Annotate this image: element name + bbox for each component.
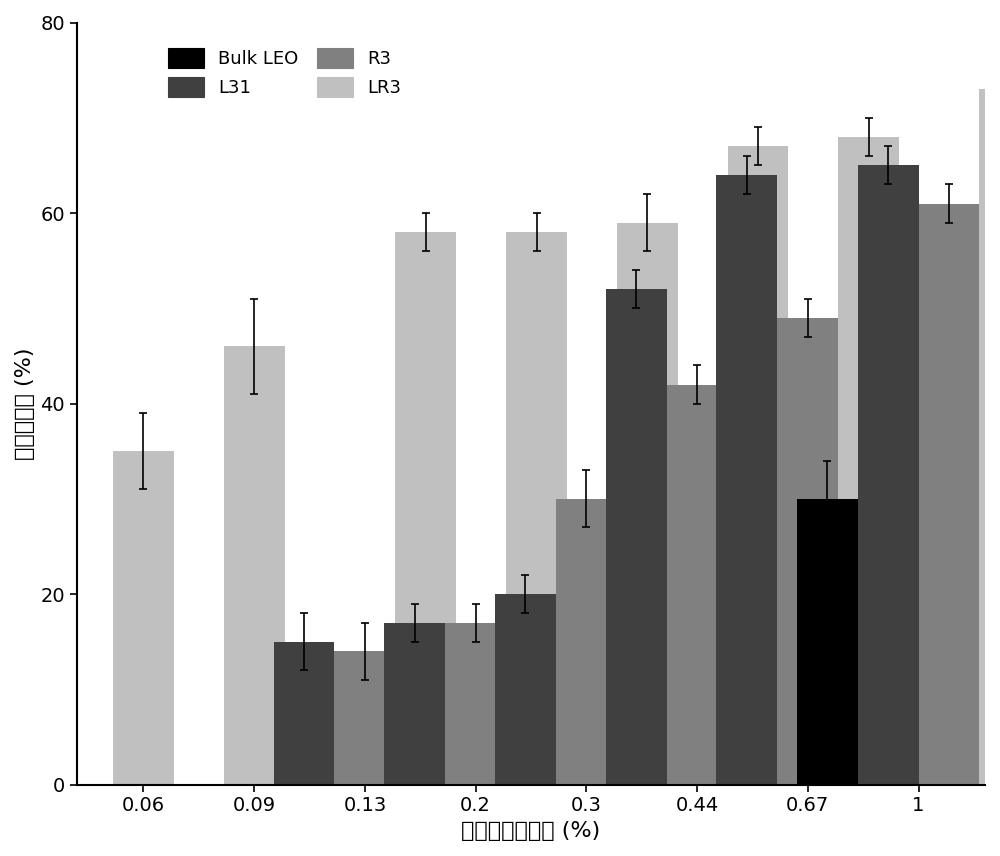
Bar <box>274 642 334 785</box>
Legend: Bulk LEO, L31, R3, LR3: Bulk LEO, L31, R3, LR3 <box>159 39 410 106</box>
Bar <box>395 232 456 785</box>
Bar <box>113 451 174 785</box>
Bar <box>797 499 858 785</box>
Bar <box>224 347 285 785</box>
Bar <box>728 146 788 785</box>
Bar <box>445 622 506 785</box>
Bar <box>506 232 567 785</box>
Bar <box>606 289 667 785</box>
Bar <box>617 223 678 785</box>
Bar <box>384 622 445 785</box>
Bar <box>334 651 395 785</box>
Bar <box>556 499 617 785</box>
Bar <box>667 384 728 785</box>
Y-axis label: 生长抑制率 (%): 生长抑制率 (%) <box>15 348 35 460</box>
Bar <box>979 89 1000 785</box>
Bar <box>716 175 777 785</box>
X-axis label: 薰衣草精油浓度 (%): 薰衣草精油浓度 (%) <box>461 821 601 841</box>
Bar <box>838 137 899 785</box>
Bar <box>777 318 838 785</box>
Bar <box>858 165 919 785</box>
Bar <box>495 594 556 785</box>
Bar <box>919 204 979 785</box>
